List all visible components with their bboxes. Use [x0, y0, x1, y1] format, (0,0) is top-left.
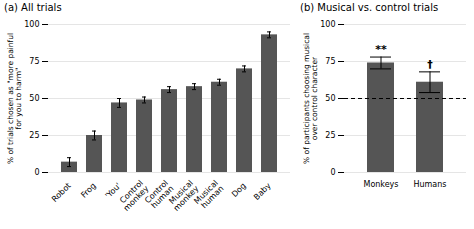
- html-text:(a) All trials: (a) All trials: [4, 2, 62, 13]
- html-text:(b) Musical vs. control trials: (b) Musical vs. control trials: [300, 2, 439, 13]
- html-text:Control: Control: [118, 178, 145, 206]
- svg-text:50: 50: [29, 94, 39, 103]
- svg-text:Baby: Baby: [252, 181, 273, 202]
- svg-text:0: 0: [330, 168, 335, 177]
- svg-text:Robot: Robot: [50, 181, 73, 204]
- svg-text:**: **: [375, 43, 387, 56]
- svg-text:Musicalhuman: Musicalhuman: [192, 178, 225, 211]
- svg-text:Controlhuman: Controlhuman: [143, 178, 175, 210]
- svg-text:'You': 'You': [103, 181, 123, 201]
- svg-text:% of participants choosing mus: % of participants choosing musicalover c…: [302, 33, 319, 164]
- svg-text:0: 0: [34, 168, 39, 177]
- svg-text:†: †: [427, 58, 433, 71]
- svg-text:Frog: Frog: [79, 181, 97, 199]
- svg-text:Monkeys: Monkeys: [363, 180, 398, 189]
- svg-text:75: 75: [29, 57, 39, 66]
- svg-text:25: 25: [29, 131, 39, 140]
- html-text:Musical: Musical: [167, 178, 195, 206]
- svg-text:Humans: Humans: [413, 180, 446, 189]
- svg-text:75: 75: [325, 57, 335, 66]
- html-text:monkey: monkey: [171, 184, 201, 213]
- svg-text:25: 25: [325, 131, 335, 140]
- svg-text:100: 100: [320, 20, 335, 29]
- svg-text:Dog: Dog: [230, 181, 248, 199]
- svg-text:50: 50: [325, 94, 335, 103]
- svg-text:% of trials chosen as "more pa: % of trials chosen as "more painfulfor y…: [6, 33, 23, 164]
- svg-text:100: 100: [24, 20, 39, 29]
- html-text:monkey: monkey: [121, 184, 151, 213]
